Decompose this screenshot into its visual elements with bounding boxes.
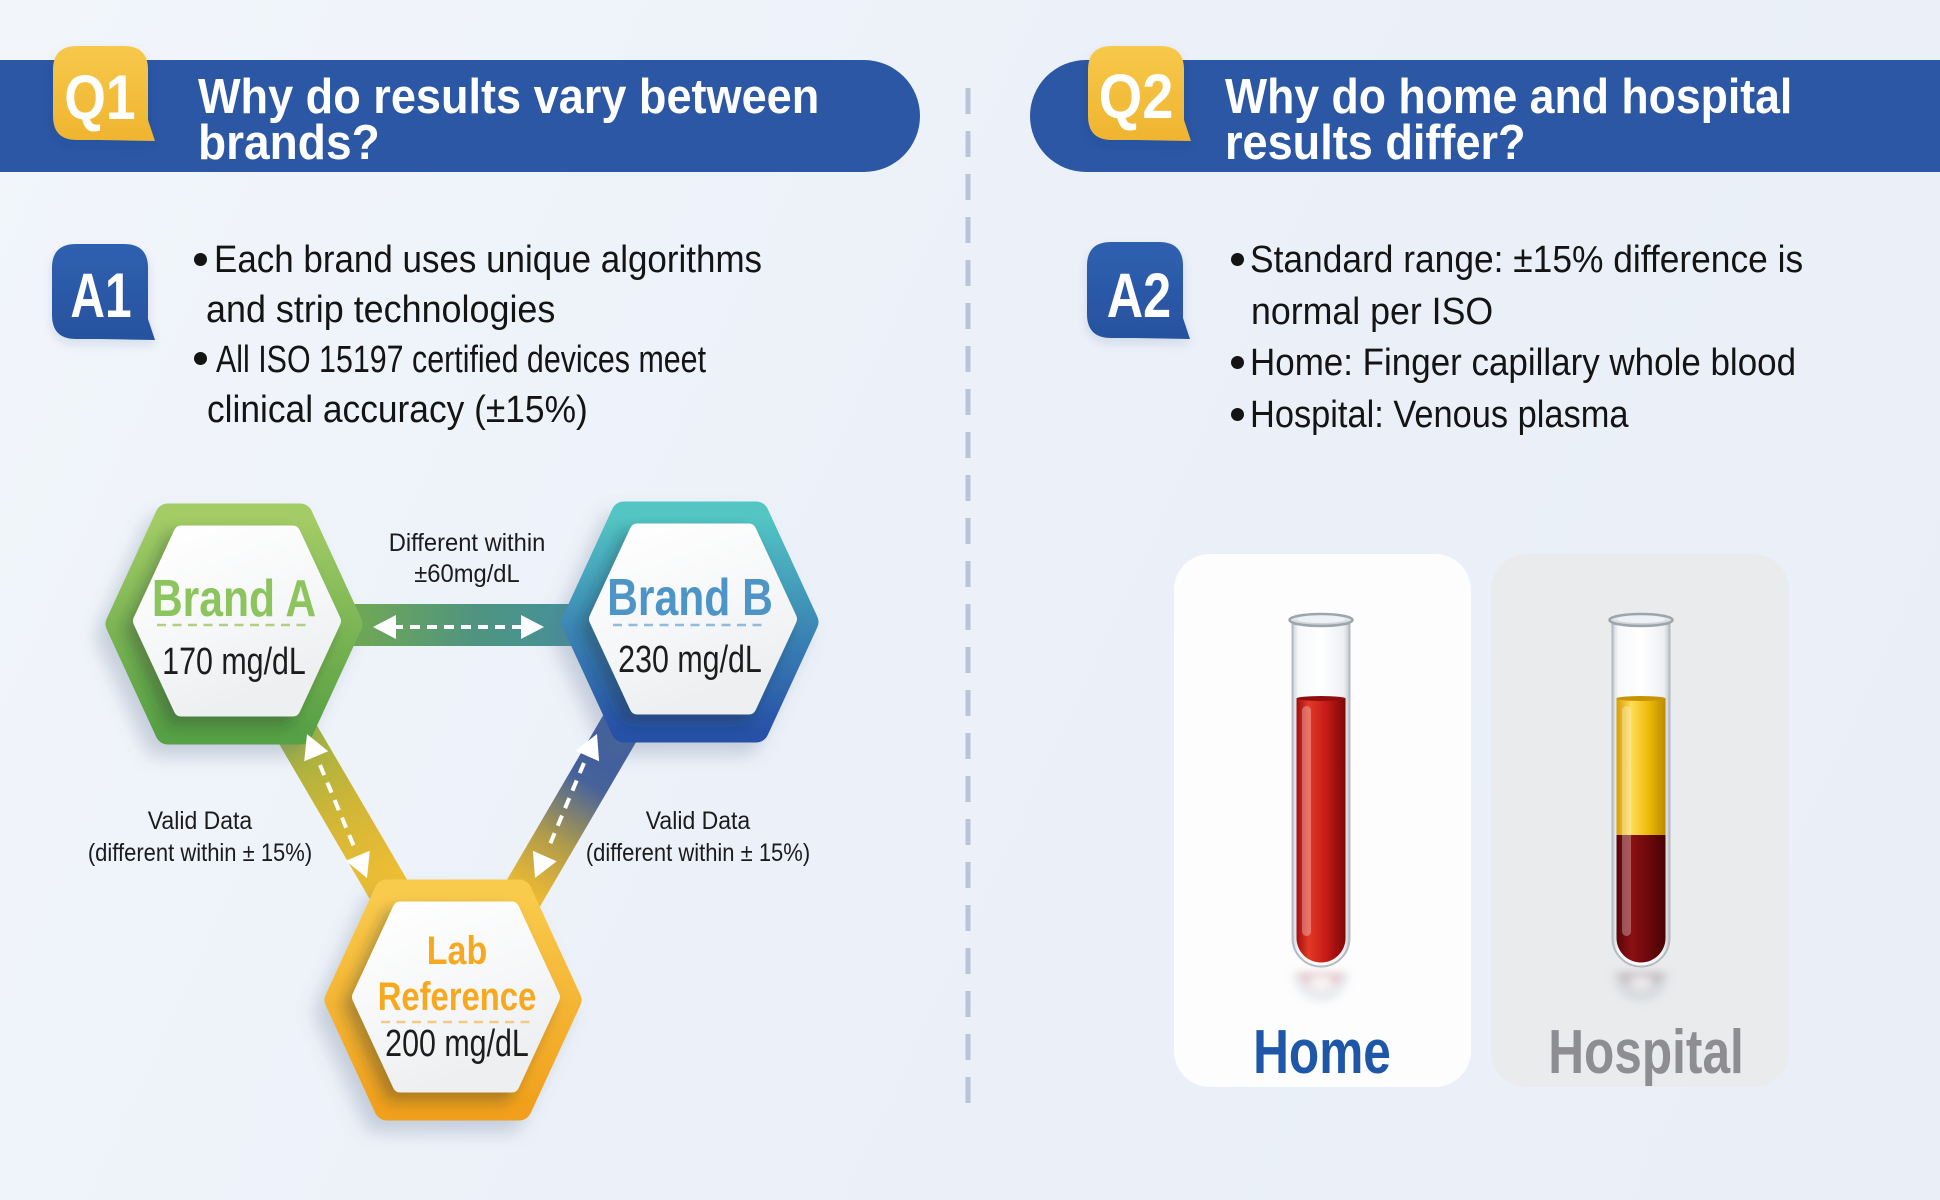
svg-text:Home: Home: [1253, 1017, 1391, 1087]
svg-text:Q1: Q1: [64, 63, 135, 133]
svg-text:200 mg/dL: 200 mg/dL: [385, 1023, 529, 1065]
svg-text:Valid Data: Valid Data: [646, 807, 751, 835]
svg-text:230 mg/dL: 230 mg/dL: [618, 639, 762, 681]
svg-text:Q2: Q2: [1099, 61, 1174, 132]
svg-text:Brand B: Brand B: [607, 569, 773, 627]
svg-text:Brand A: Brand A: [152, 570, 316, 628]
svg-text:Different within: Different within: [389, 529, 546, 557]
svg-text:(different within ± 15%): (different within ± 15%): [88, 839, 312, 867]
svg-text:Reference: Reference: [378, 974, 537, 1019]
svg-text:Valid Data: Valid Data: [148, 807, 253, 835]
svg-text:A2: A2: [1107, 261, 1171, 332]
svg-text:Hospital: Hospital: [1548, 1017, 1744, 1087]
svg-text:170 mg/dL: 170 mg/dL: [162, 641, 306, 683]
svg-text:±60mg/dL: ±60mg/dL: [414, 560, 519, 588]
svg-text:A1: A1: [70, 260, 131, 331]
svg-text:(different within ± 15%): (different within ± 15%): [586, 839, 810, 867]
svg-text:Lab: Lab: [427, 927, 487, 972]
